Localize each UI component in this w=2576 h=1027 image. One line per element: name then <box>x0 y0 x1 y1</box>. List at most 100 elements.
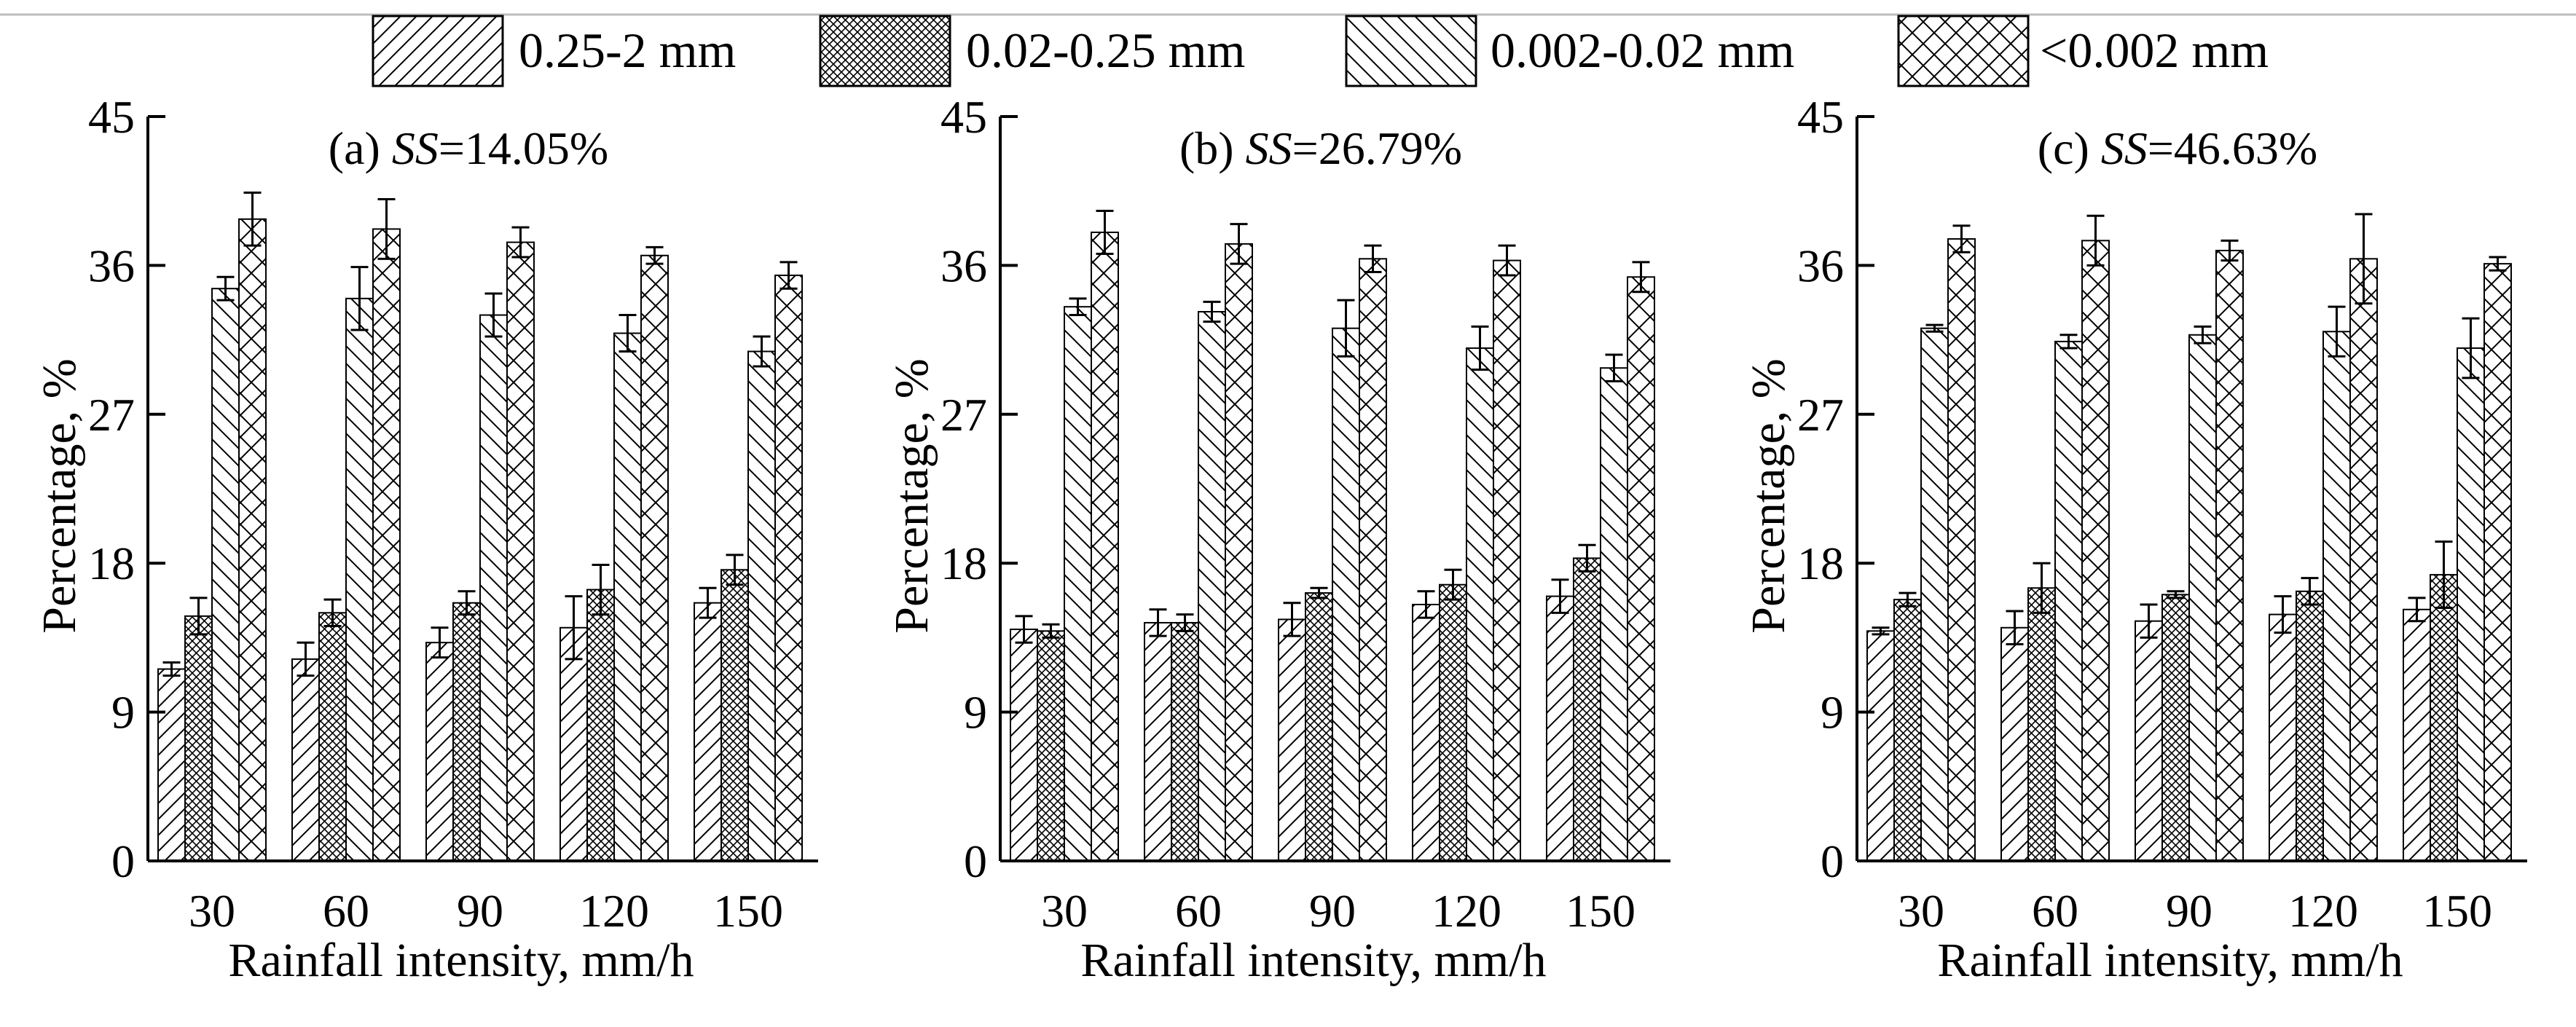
bar-1-3 <box>1225 243 1253 862</box>
y-tick-label: 0 <box>111 835 135 887</box>
bar-2-2 <box>1332 327 1360 862</box>
bar-2-3 <box>1359 258 1387 862</box>
y-tick-label: 18 <box>941 538 987 589</box>
x-tick-label: 150 <box>713 885 783 937</box>
bar-4-2 <box>2457 347 2485 862</box>
bar-1-0 <box>2000 626 2029 862</box>
y-axis-title: Percentage, % <box>33 358 86 633</box>
legend-label-2: 0.002-0.02 mm <box>1491 23 1794 78</box>
bar-2-0 <box>2135 620 2163 862</box>
x-tick-label: 90 <box>1309 885 1356 937</box>
x-tick-label: 120 <box>579 885 649 937</box>
bar-1-3 <box>2081 240 2110 862</box>
bar-3-1 <box>1439 583 1467 862</box>
panel-title-italic: SS <box>2101 122 2148 174</box>
panel-title-suffix: =14.05% <box>439 122 608 174</box>
y-tick-label: 36 <box>1797 240 1844 291</box>
bar-2-3 <box>506 241 535 862</box>
bar-0-0 <box>1010 629 1038 862</box>
bar-3-0 <box>559 626 588 862</box>
panel-b: 0 9 18 27 36 45 Percentage, % (b) SS=26.79% 30 60… <box>885 91 1670 987</box>
panel-title: (c) SS=46.63% <box>2038 122 2317 174</box>
x-tick-label: 150 <box>2422 885 2492 937</box>
bar-0-3 <box>238 218 267 862</box>
y-tick-label: 36 <box>88 240 135 291</box>
legend-label-3: <0.002 mm <box>2040 23 2269 78</box>
y-tick-label: 45 <box>88 91 135 143</box>
panel-title-prefix: (c) <box>2038 122 2101 174</box>
bar-3-1 <box>2296 590 2324 862</box>
bar-3-2 <box>2322 331 2351 862</box>
y-tick-label: 9 <box>964 687 987 739</box>
y-tick-label: 27 <box>941 389 987 441</box>
bar-1-0 <box>291 658 320 862</box>
legend-label-1: 0.02-0.25 mm <box>966 23 1245 78</box>
bar-0-2 <box>1920 327 1949 862</box>
bar-2-1 <box>452 602 481 862</box>
y-tick-label: 27 <box>1797 389 1844 441</box>
bar-4-3 <box>2483 263 2512 862</box>
y-axis-title: Percentage, % <box>885 358 938 633</box>
bar-3-1 <box>586 589 615 862</box>
bar-1-2 <box>345 297 374 862</box>
bar-1-1 <box>1171 621 1199 862</box>
x-tick-label: 120 <box>2288 885 2358 937</box>
y-tick-label: 36 <box>941 240 987 291</box>
bar-1-1 <box>2027 587 2056 862</box>
bar-4-0 <box>1546 595 1574 862</box>
bar-2-1 <box>2161 594 2190 862</box>
x-tick-label: 30 <box>1898 885 1944 937</box>
bar-0-0 <box>157 668 186 862</box>
x-tick-label: 120 <box>1432 885 1501 937</box>
bar-4-1 <box>720 569 749 862</box>
panel-title-suffix: =46.63% <box>2148 122 2317 174</box>
legend-swatch-3 <box>1897 15 2030 87</box>
legend-swatch-0 <box>372 15 504 87</box>
legend-item-0: 0.25-2 mm <box>372 15 736 87</box>
bar-1-3 <box>372 228 401 862</box>
bar-0-3 <box>1091 231 1119 862</box>
legend-label-0: 0.25-2 mm <box>519 23 736 78</box>
x-axis-title: Rainfall intensity, mm/h <box>1937 934 2403 987</box>
legend-swatch-2 <box>1345 15 1477 87</box>
bar-3-0 <box>2269 613 2297 862</box>
bar-2-2 <box>2188 334 2217 862</box>
bar-2-0 <box>1278 618 1306 862</box>
y-axis-title: Percentage, % <box>1742 358 1795 633</box>
bar-0-0 <box>1866 630 1895 862</box>
bar-2-2 <box>479 314 508 862</box>
bar-1-0 <box>1144 621 1172 862</box>
y-tick-label: 45 <box>941 91 987 143</box>
y-tick-label: 0 <box>964 835 987 887</box>
bar-4-1 <box>2430 574 2458 862</box>
bar-0-1 <box>1037 630 1065 862</box>
bar-2-1 <box>1305 592 1333 862</box>
bar-3-0 <box>1412 603 1440 862</box>
y-tick-label: 9 <box>1821 687 1844 739</box>
bar-3-2 <box>1466 347 1494 862</box>
bar-0-1 <box>184 615 213 862</box>
legend: 0.25-2 mm 0.02-0.25 mm 0.002-0.02 mm <0.… <box>372 15 2269 87</box>
panel-title-suffix: =26.79% <box>1292 122 1462 174</box>
y-tick-label: 18 <box>1797 538 1844 589</box>
bar-4-2 <box>747 350 776 862</box>
y-tick-label: 9 <box>111 687 135 739</box>
y-tick-label: 27 <box>88 389 135 441</box>
legend-item-2: 0.002-0.02 mm <box>1345 15 1794 87</box>
bar-0-3 <box>1947 238 1976 862</box>
bar-0-2 <box>211 288 240 862</box>
bar-3-3 <box>640 254 669 862</box>
panel-title: (b) SS=26.79% <box>1179 122 1462 174</box>
bar-2-3 <box>2215 249 2244 862</box>
y-tick-label: 0 <box>1821 835 1844 887</box>
panel-title: (a) SS=14.05% <box>329 122 608 174</box>
panel-title-prefix: (a) <box>329 122 392 174</box>
bar-0-2 <box>1064 306 1092 862</box>
bar-0-1 <box>1893 599 1922 862</box>
x-axis-title: Rainfall intensity, mm/h <box>228 934 694 987</box>
x-tick-label: 60 <box>323 885 369 937</box>
x-tick-label: 30 <box>1041 885 1088 937</box>
bar-4-0 <box>694 602 722 862</box>
bar-4-0 <box>2403 608 2431 862</box>
